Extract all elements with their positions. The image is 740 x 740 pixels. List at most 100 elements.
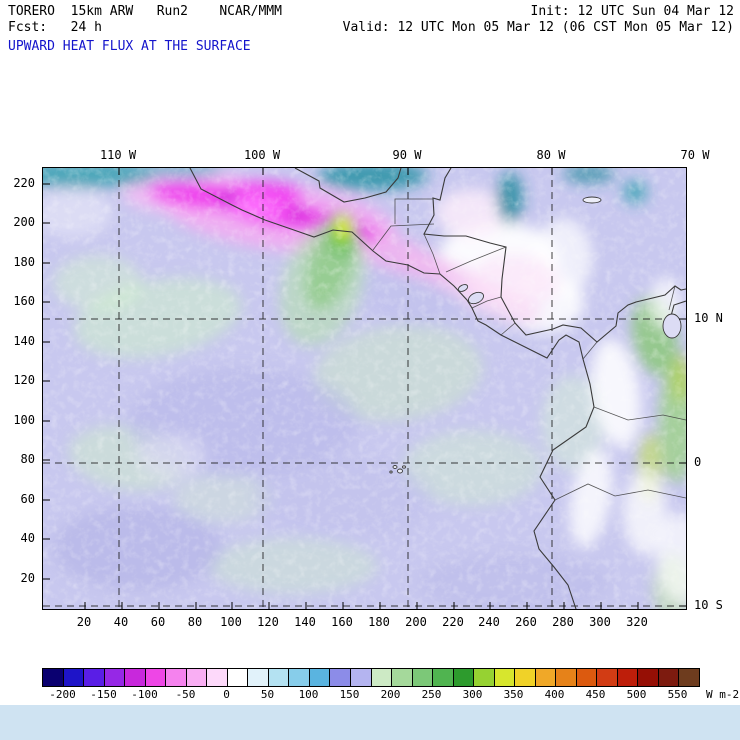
heat-flux-field (43, 168, 686, 609)
lat-tick-label: 10 S (694, 598, 723, 612)
country-border (668, 285, 676, 311)
colorbar-cell (638, 669, 659, 686)
colorbar-cell (679, 669, 699, 686)
colorbar-cell (597, 669, 618, 686)
gridpoint-x-tick-label: 60 (150, 615, 166, 629)
colorbar-tick-label: 200 (380, 688, 401, 701)
gridpoint-x-tick-label: 280 (552, 615, 574, 629)
gridpoint-x-tick-label: 100 (220, 615, 242, 629)
lon-tick-label: 70 W (680, 148, 710, 162)
colorbar-cell (125, 669, 146, 686)
country-border (471, 296, 502, 309)
gridpoint-y-tick-label: 60 (20, 492, 35, 506)
lake-outline (467, 291, 485, 305)
gridpoint-x-tick-label: 140 (294, 615, 316, 629)
colorbar-tick-label: 100 (298, 688, 319, 701)
gridpoint-y-tick-label: 20 (20, 571, 35, 585)
country-border (554, 483, 686, 501)
gridpoint-x-tick-label: 160 (331, 615, 353, 629)
colorbar-cell (166, 669, 187, 686)
country-border (445, 246, 507, 273)
colorbar-cell (186, 669, 208, 686)
colorbar-tick-label: 350 (503, 688, 524, 701)
colorbar-cell (453, 669, 475, 686)
colorbar-tick-label: 450 (585, 688, 606, 701)
colorbar-cell (535, 669, 557, 686)
colorbar-tick-label: 400 (544, 688, 565, 701)
lon-tick-label: 80 W (536, 148, 566, 162)
gridpoint-y-tick-label: 100 (13, 413, 35, 427)
gridpoint-x-tick-label: 220 (442, 615, 464, 629)
lon-tick-label: 110 W (99, 148, 137, 162)
colorbar-cell (248, 669, 269, 686)
colorbar-tick-label: 550 (667, 688, 688, 701)
colorbar-cell (84, 669, 105, 686)
colorbar-cell (556, 669, 577, 686)
coastline (670, 300, 686, 317)
init-time: Init: 12 UTC Sun 04 Mar 12 (530, 4, 735, 19)
colorbar-tick-label: 0 (223, 688, 230, 701)
colorbar-cell (289, 669, 310, 686)
coastline (189, 168, 595, 609)
gridpoint-x-tick-label: 200 (405, 615, 427, 629)
country-border (500, 322, 516, 336)
gridpoint-y-tick-label: 220 (13, 176, 35, 190)
gridpoint-x-tick-label: 40 (113, 615, 129, 629)
gridpoint-y-tick-label: 180 (13, 255, 35, 269)
gridpoint-x-tick-label: 300 (589, 615, 611, 629)
colorbar-cell (330, 669, 351, 686)
country-border (593, 406, 686, 421)
colorbar-cell (145, 669, 167, 686)
island-outline (402, 465, 406, 469)
gridpoint-x-tick-label: 20 (76, 615, 92, 629)
colorbar-cell (309, 669, 331, 686)
colorbar-cell (227, 669, 249, 686)
colorbar-tick-label: -150 (90, 688, 117, 701)
colorbar-cell (617, 669, 639, 686)
field-speckle-texture (43, 168, 686, 609)
country-border (372, 223, 435, 251)
colorbar-cell (494, 669, 516, 686)
header-row-2: Fcst: 24 h Valid: 12 UTC Mon 05 Mar 12 (… (8, 20, 734, 36)
map-plot: 110 W 100 W 90 W 80 W 70 W 20 40 60 80 100 120 140 1… (13, 148, 723, 629)
country-border (582, 341, 598, 360)
lake-outline (457, 284, 469, 292)
colorbar-tick-label: 250 (421, 688, 442, 701)
colorbar-cell (63, 669, 85, 686)
colorbar (42, 668, 700, 687)
colorbar-cell (104, 669, 126, 686)
lake-outline (662, 313, 682, 339)
colorbar-cell (392, 669, 413, 686)
colorbar-cell (371, 669, 393, 686)
gridpoint-y-tick-label: 80 (20, 452, 35, 466)
gridpoint-x-tick-label: 180 (368, 615, 390, 629)
gridpoint-x-tick-label: 120 (257, 615, 279, 629)
gridpoint-x-tick-label: 320 (626, 615, 648, 629)
coastline (423, 168, 686, 343)
lat-tick-label: 0 (694, 455, 702, 469)
island-outline (392, 465, 398, 469)
lon-tick-label: 100 W (243, 148, 281, 162)
island-outline (582, 196, 602, 204)
map-frame (42, 167, 687, 610)
country-border (423, 233, 441, 275)
colorbar-cell (43, 669, 64, 686)
colorbar-tick-label: -200 (49, 688, 76, 701)
island-outline (397, 468, 403, 474)
gridpoint-y-tick-label: 120 (13, 373, 35, 387)
colorbar-cell (350, 669, 372, 686)
coastline (294, 168, 402, 203)
colorbar-tick-label: 300 (462, 688, 483, 701)
colorbar-cell (474, 669, 495, 686)
gridpoint-y-tick-label: 200 (13, 215, 35, 229)
colorbar-cell (207, 669, 228, 686)
forecast-hour: Fcst: 24 h (8, 20, 102, 35)
gridpoint-y-tick-label: 160 (13, 294, 35, 308)
valid-time: Valid: 12 UTC Mon 05 Mar 12 (06 CST Mon … (342, 20, 734, 35)
lat-tick-label: 10 N (694, 311, 723, 325)
plot-title: UPWARD HEAT FLUX AT THE SURFACE (8, 39, 251, 54)
colorbar-tick-label: 500 (626, 688, 647, 701)
island-outline (389, 470, 393, 474)
gridpoint-y-tick-label: 140 (13, 334, 35, 348)
